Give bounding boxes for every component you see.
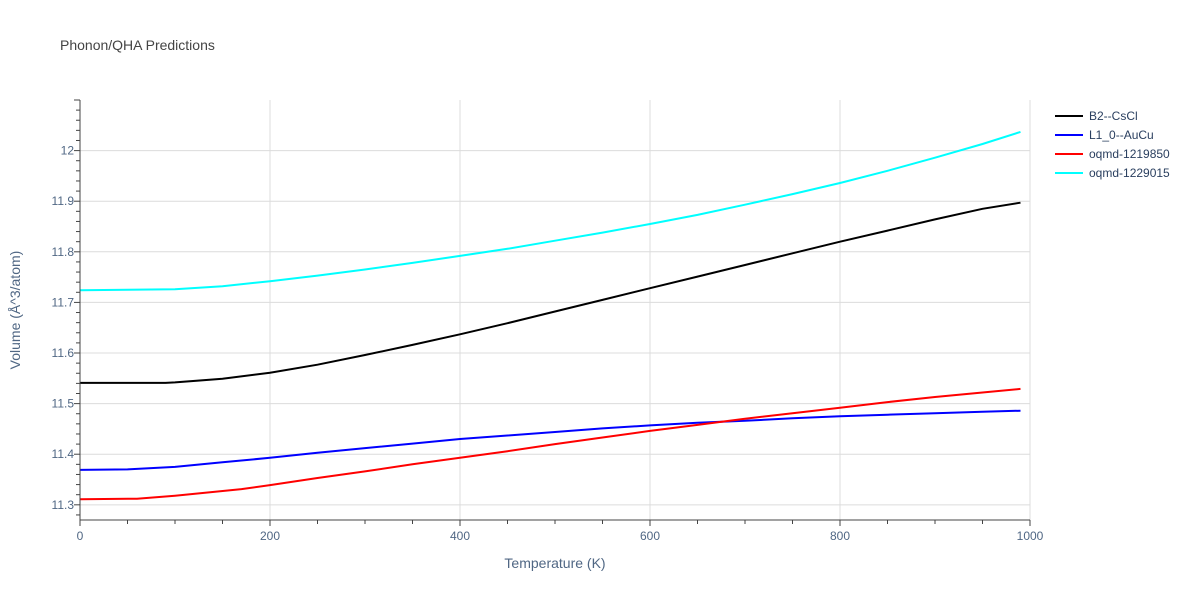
- x-tick-label: 200: [260, 529, 280, 543]
- x-tick-label: 1000: [1017, 529, 1044, 543]
- legend-label: oqmd-1219850: [1089, 147, 1170, 161]
- plot-area: [79, 130, 1021, 501]
- legend-item[interactable]: B2--CsCl: [1055, 109, 1138, 123]
- y-tick-label: 11.8: [52, 245, 75, 259]
- x-tick-label: 800: [830, 529, 850, 543]
- legend-label: B2--CsCl: [1089, 109, 1138, 123]
- y-tick-label: 11.3: [52, 498, 75, 512]
- y-tick-label: 11.9: [52, 194, 75, 208]
- x-tick-label: 400: [450, 529, 470, 543]
- legend-item[interactable]: oqmd-1219850: [1055, 147, 1170, 161]
- axes: 0 200 400 600 800 1000 11.3 11.4 11.5 11.6 11.7 11.…: [52, 99, 1044, 543]
- series-line-B2--CsCl[interactable]: [80, 201, 1021, 384]
- y-tick-label: 12: [61, 144, 75, 158]
- y-tick-label: 11.4: [52, 447, 75, 461]
- series-line-oqmd-1219850[interactable]: [79, 387, 1021, 501]
- y-axis-title: Volume (Å^3/atom): [7, 251, 23, 370]
- y-tick-label: 11.5: [52, 397, 75, 411]
- chart-title: Phonon/QHA Predictions: [60, 37, 215, 53]
- y-tick-label: 11.6: [52, 346, 75, 360]
- legend-label: L1_0--AuCu: [1089, 128, 1154, 142]
- legend-label: oqmd-1229015: [1089, 166, 1170, 180]
- legend-item[interactable]: L1_0--AuCu: [1055, 128, 1154, 142]
- legend[interactable]: B2--CsCl L1_0--AuCu oqmd-1219850 oqmd-12290…: [1055, 109, 1170, 180]
- legend-item[interactable]: oqmd-1229015: [1055, 166, 1170, 180]
- grid: [80, 100, 1031, 520]
- series-line-oqmd-1229015[interactable]: [79, 130, 1021, 292]
- series-line-L1_0--AuCu[interactable]: [79, 409, 1021, 471]
- y-tick-label: 11.7: [52, 295, 75, 309]
- x-tick-label: 600: [640, 529, 660, 543]
- x-axis-title: Temperature (K): [504, 555, 605, 571]
- x-tick-label: 0: [77, 529, 84, 543]
